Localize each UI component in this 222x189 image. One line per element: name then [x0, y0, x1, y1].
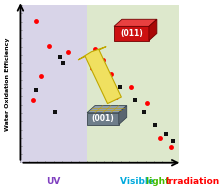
Polygon shape [114, 26, 149, 41]
Text: (001): (001) [91, 114, 114, 123]
Polygon shape [87, 106, 127, 113]
Polygon shape [87, 113, 119, 125]
Text: light: light [146, 177, 172, 186]
Text: Water Oxidation Efficiency: Water Oxidation Efficiency [5, 37, 10, 131]
Text: (011): (011) [120, 29, 143, 38]
Text: UV: UV [47, 177, 61, 186]
Bar [20, 5, 87, 163]
Text: Visible: Visible [120, 177, 158, 186]
Polygon shape [114, 19, 157, 26]
Polygon shape [149, 19, 157, 41]
Bar [87, 5, 179, 163]
Text: Irradiation: Irradiation [165, 177, 219, 186]
Polygon shape [119, 106, 127, 125]
